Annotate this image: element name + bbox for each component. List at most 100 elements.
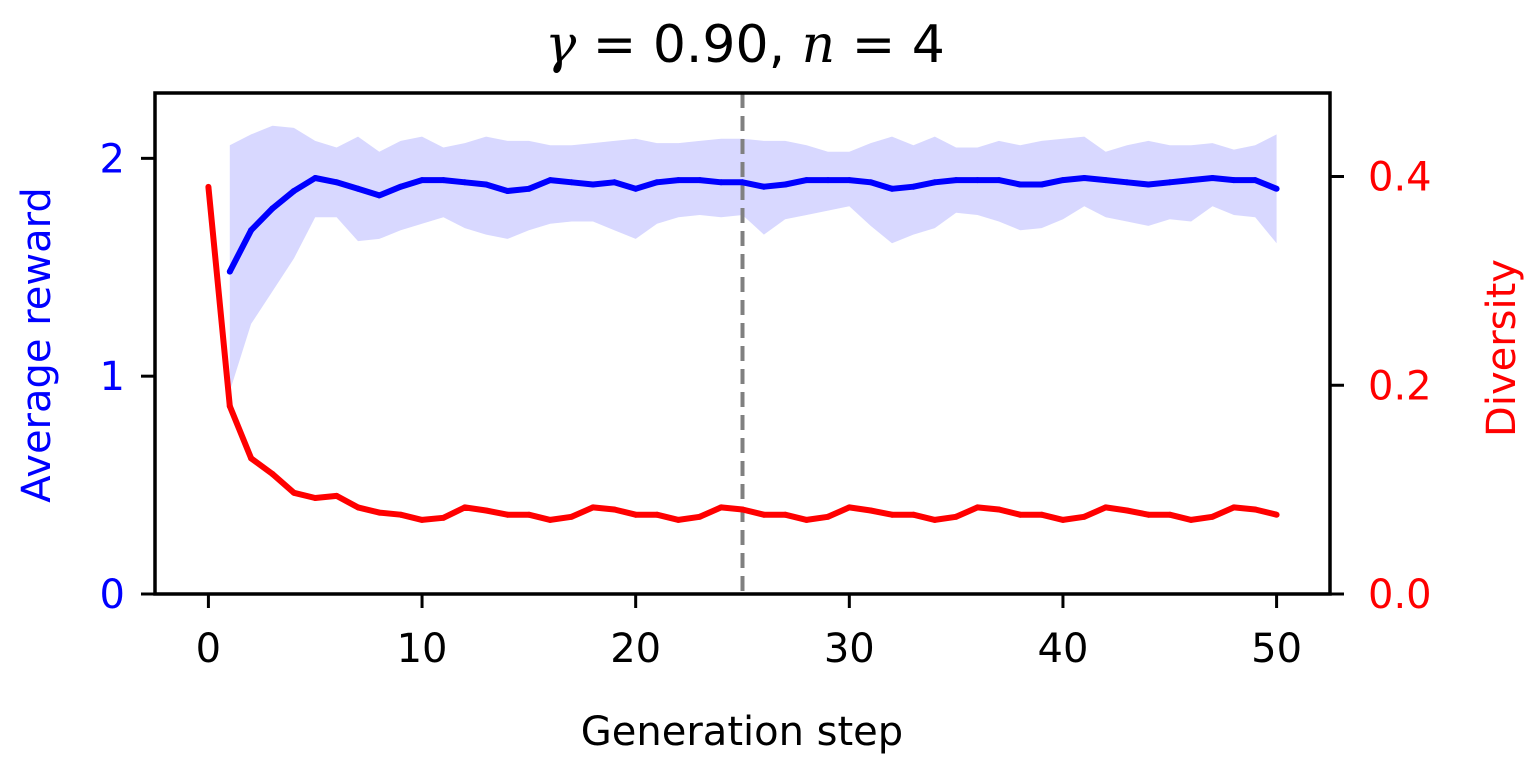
diversity-point [590,504,596,511]
diversity-point [1060,516,1066,523]
reward-point [1145,181,1152,188]
y-axis-label-right: Diversity [1479,259,1525,437]
reward-point [226,268,233,275]
x-tick-label: 20 [610,626,661,672]
reward-point [290,188,297,194]
diversity-point [312,495,319,501]
diversity-point [1102,504,1109,511]
reward-point [654,179,660,186]
diversity-point [419,516,425,523]
reward-point [953,177,960,184]
diversity-point [632,511,639,518]
reward-point [376,192,383,199]
diversity-point [1081,513,1088,520]
reward-point [504,188,511,194]
diversity-point [995,506,1002,513]
diversity-point [739,506,746,513]
reward-point [825,177,831,184]
reward-point [696,177,703,184]
diversity-point [654,511,660,518]
diversity-point [397,511,404,518]
reward-point [568,179,575,186]
reward-point [1081,175,1088,181]
axes-frame [153,91,1332,596]
reward-point [355,185,361,192]
reward-point [675,177,682,184]
diversity-point [846,504,853,511]
reward-point [995,177,1002,184]
reward-point [760,183,767,190]
diversity-point [483,507,490,514]
diversity-point [889,511,895,518]
diversity-point [803,516,810,523]
reward-point [1252,177,1259,184]
x-tick-label: 30 [824,626,875,672]
diversity-point [461,504,468,511]
y-right-tick-label: 0.0 [1368,572,1432,618]
reward-std-band [229,125,1277,392]
diversity-point [718,504,725,511]
reward-point [1188,177,1195,184]
diversity-point [1017,511,1024,518]
title-n-symbol: n [802,15,836,75]
diversity-point [1166,511,1173,518]
y-right-tick-label: 0.2 [1368,363,1432,409]
reward-point [547,177,554,184]
diversity-point [1124,507,1130,514]
reward-points [226,175,1280,275]
reward-point [1230,177,1237,184]
diversity-point [226,403,233,410]
reward-point [397,183,404,190]
diversity-point [696,513,703,520]
reward-point [1060,177,1066,184]
diversity-point [974,504,981,511]
diversity-point [269,471,276,477]
title-n-value: = 4 [852,15,945,75]
reward-point [1017,181,1024,188]
diversity-point [1145,511,1152,518]
reward-point [931,179,938,186]
diversity-point [1209,513,1216,520]
reward-point [782,181,789,188]
diversity-point [867,507,874,514]
x-tick-label: 10 [397,626,448,672]
diversity-points [205,183,1280,523]
diversity-point [953,513,960,520]
reward-point [1038,181,1045,188]
y-right-tick-label: 0.4 [1368,155,1432,201]
reward-point [867,179,874,186]
reward-point [440,177,447,184]
diversity-point [355,504,361,511]
reward-point [739,179,746,186]
diversity-point [1230,504,1237,511]
reward-point [889,185,895,192]
diversity-point [376,509,383,516]
diversity-point [675,516,682,523]
reward-point [333,179,340,186]
y-axis-label-left: Average reward [14,187,60,503]
diversity-point [825,513,831,520]
reward-point [590,181,596,188]
reward-point [1102,177,1109,184]
diversity-point [568,513,575,520]
reward-point [611,179,618,186]
reward-point [461,179,468,186]
x-tick-label: 0 [196,626,221,672]
chart-title: γ = 0.90, n = 4 [545,15,945,75]
diversity-point [290,489,297,496]
diversity-point [760,511,767,518]
diversity-point [1038,511,1045,518]
diversity-point [525,511,532,518]
diversity-point [1252,506,1259,513]
reward-point [419,177,425,184]
diversity-point [205,183,212,190]
reward-point [525,185,532,192]
y-left-tick-label: 1 [100,354,125,400]
diversity-point [782,511,789,518]
reward-point [1166,179,1173,186]
reward-point [910,183,917,190]
reward-point [1209,175,1216,181]
y-left-tick-label: 2 [100,136,125,182]
reward-line [227,175,1278,273]
